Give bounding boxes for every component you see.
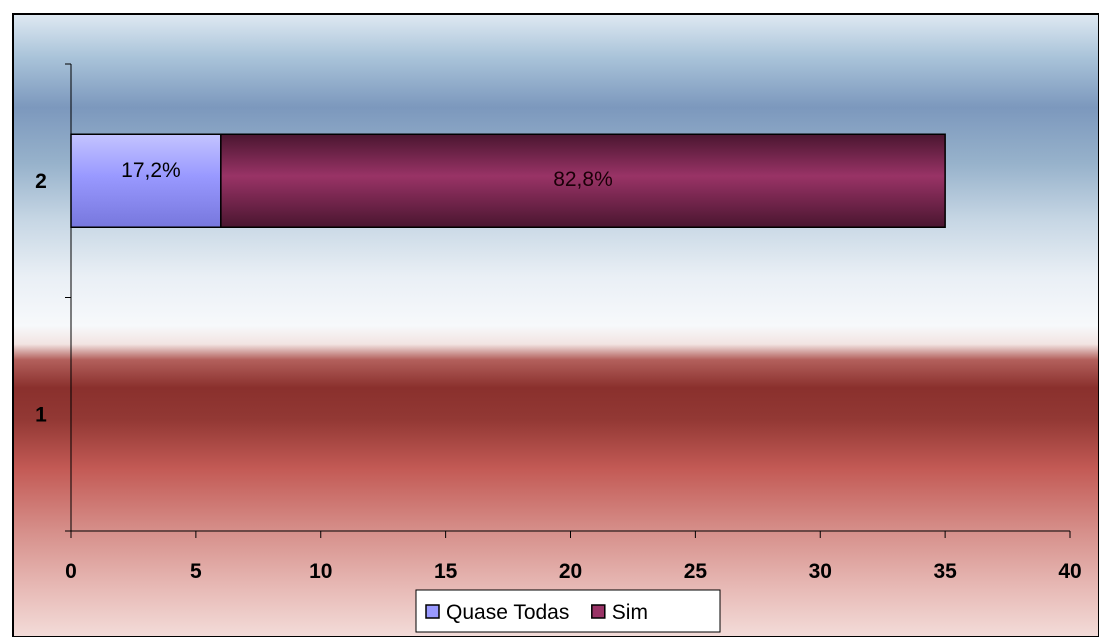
data-label: 17,2% [121, 159, 181, 182]
legend-label: Sim [612, 601, 648, 624]
chart-background [12, 13, 1099, 638]
legend-swatch [425, 604, 440, 619]
x-tick-label: 40 [1058, 560, 1081, 583]
legend-label: Quase Todas [446, 601, 569, 624]
x-tick-label: 20 [559, 560, 582, 583]
x-tick-label: 30 [809, 560, 832, 583]
plot-area: 0 5 10 15 20 25 30 35 40 1 2 17,2% 82,8% [35, 63, 1082, 583]
data-label: 82,8% [553, 168, 613, 191]
y-tick-label: 2 [35, 170, 47, 193]
x-tick-label: 15 [434, 560, 458, 583]
legend-swatch [591, 604, 606, 619]
x-tick-label: 5 [190, 560, 202, 583]
bar-quase-todas [70, 133, 222, 228]
legend-box [415, 589, 721, 633]
legend: Quase Todas Sim [415, 589, 721, 633]
x-tick-label: 10 [309, 560, 332, 583]
bar-sim [220, 133, 946, 228]
y-tick-label: 1 [35, 403, 47, 426]
x-tick-label: 25 [684, 560, 708, 583]
x-tick-label: 0 [65, 560, 77, 583]
x-tick-label: 35 [933, 560, 957, 583]
